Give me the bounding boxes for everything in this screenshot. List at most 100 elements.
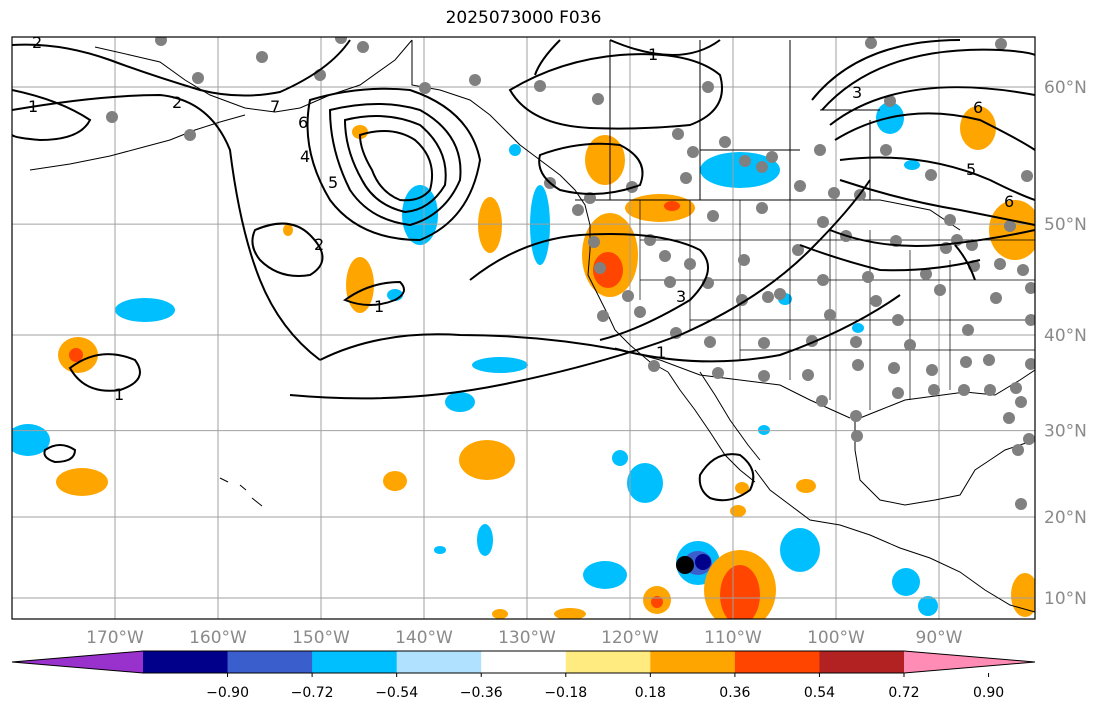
contour-labels: 2 1 2 6 7 4 5 2 1 1 1 3 1 3 5 6 6	[28, 33, 1014, 404]
lat-label-1: 20°N	[1044, 508, 1087, 528]
colorbar-segment-5	[565, 651, 651, 673]
shade-blue-11	[583, 561, 627, 589]
shade-orange-14	[1011, 573, 1035, 617]
map-title: 2025073000 F036	[445, 8, 602, 28]
colorbar-segment-0	[143, 651, 229, 673]
graticule	[12, 37, 1035, 619]
contour-label-13: 1	[648, 45, 658, 64]
shade-blue-20	[852, 323, 864, 333]
shade-blue-18	[758, 425, 770, 435]
shade-orange-20	[492, 609, 508, 619]
shade-blue-9	[627, 463, 663, 503]
shade-blue-22	[509, 144, 521, 156]
contour-label-17: 6	[1004, 192, 1014, 211]
shade-blue-14	[892, 568, 920, 596]
latitude-labels: 10°N 20°N 30°N 40°N 50°N 60°N	[1044, 78, 1087, 609]
colorbar-label-0: −0.90	[206, 685, 249, 701]
lat-label-4: 50°N	[1044, 215, 1087, 235]
shade-red-1	[593, 252, 623, 288]
shade-orange-16	[730, 505, 746, 517]
contour-label-2: 1	[28, 97, 38, 116]
shade-orange-5	[625, 194, 695, 222]
colorbar-label-3: −0.36	[460, 685, 503, 701]
contour-label-11: 1	[656, 343, 666, 362]
shade-blue-5	[115, 298, 175, 322]
shade-orange-11	[383, 471, 407, 491]
colorbar-label-9: 0.90	[973, 685, 1004, 701]
shade-orange-18	[352, 125, 368, 139]
contour-label-1: 2	[32, 33, 42, 52]
colorbar-label-6: 0.36	[719, 685, 750, 701]
colorbar-segment-1	[227, 651, 313, 673]
shade-orange-2	[478, 197, 502, 253]
lon-label-5: 120°W	[601, 628, 659, 648]
colorbar-segment-8	[819, 651, 905, 673]
colorbar-label-4: −0.18	[544, 685, 587, 701]
shade-red-4	[720, 565, 760, 619]
lat-label-5: 60°N	[1044, 78, 1087, 98]
map-frame	[11, 36, 1036, 620]
shade-blue-16	[918, 596, 938, 616]
coastline-layer	[29, 39, 1035, 613]
colorbar: −0.90 −0.72 −0.54 −0.36 −0.18 0.18 0.36 0.54 0.7…	[11, 650, 1036, 701]
shade-red-3	[69, 348, 83, 362]
contour-layer	[12, 39, 1035, 502]
colorbar-segment-7	[734, 651, 820, 673]
map-background	[12, 37, 1035, 619]
contour-label-14: 3	[852, 83, 862, 102]
shade-orange-1	[346, 257, 374, 313]
lon-label-8: 90°W	[916, 628, 963, 648]
shade-blue-17	[434, 546, 446, 554]
contour-label-6: 4	[300, 147, 310, 166]
lon-label-2: 150°W	[292, 628, 350, 648]
shade-navy-1	[695, 554, 711, 570]
shade-orange-21	[283, 224, 293, 236]
shade-blue-13	[477, 524, 493, 556]
longitude-labels: 170°W 160°W 150°W 140°W 130°W 120°W 110°W 100°W…	[86, 628, 963, 648]
lat-label-3: 40°N	[1044, 326, 1087, 346]
contour-label-10: 1	[114, 385, 124, 404]
lon-label-7: 100°W	[807, 628, 865, 648]
contour-label-5: 7	[270, 97, 280, 116]
shade-blue-6	[472, 357, 528, 373]
state-borders	[639, 200, 1035, 410]
contour-label-12: 3	[676, 287, 686, 306]
colorbar-outline	[11, 650, 1036, 674]
shade-blue-3	[700, 152, 780, 188]
lon-label-3: 140°W	[395, 628, 453, 648]
colorbar-extend-low	[12, 651, 143, 673]
colorbar-segment-2	[312, 651, 398, 673]
shade-blue-12	[780, 528, 820, 572]
contour-label-3: 2	[172, 93, 182, 112]
colorbar-segment-6	[650, 651, 736, 673]
colorbar-label-2: −0.54	[375, 685, 418, 701]
colorbar-label-1: −0.72	[291, 685, 334, 701]
lat-label-2: 30°N	[1044, 422, 1087, 442]
colorbar-extend-high	[904, 651, 1035, 673]
colorbar-label-5: 0.18	[635, 685, 666, 701]
shade-orange-10	[459, 440, 515, 480]
colorbar-segment-3	[396, 651, 482, 673]
contour-label-9: 1	[374, 297, 384, 316]
shade-orange-19	[554, 608, 586, 619]
contour-label-7: 5	[328, 173, 338, 192]
position-marker	[676, 556, 694, 574]
shade-orange-9	[56, 468, 108, 496]
colorbar-label-8: 0.72	[888, 685, 919, 701]
colorbar-segment-4	[481, 651, 567, 673]
shade-orange-4	[585, 135, 625, 185]
shade-blue-2	[530, 185, 550, 265]
contour-label-16: 6	[973, 98, 983, 117]
shade-blue-15	[612, 450, 628, 466]
contour-label-4: 6	[298, 113, 308, 132]
contour-label-8: 2	[314, 235, 324, 254]
shade-orange-17	[735, 482, 749, 494]
shade-blue-8	[12, 424, 50, 456]
shade-orange-15	[796, 479, 816, 493]
lon-label-1: 160°W	[189, 628, 247, 648]
lon-label-0: 170°W	[86, 628, 144, 648]
shade-red-2	[664, 201, 680, 211]
lon-label-6: 110°W	[704, 628, 762, 648]
shade-blue-21	[904, 160, 920, 170]
